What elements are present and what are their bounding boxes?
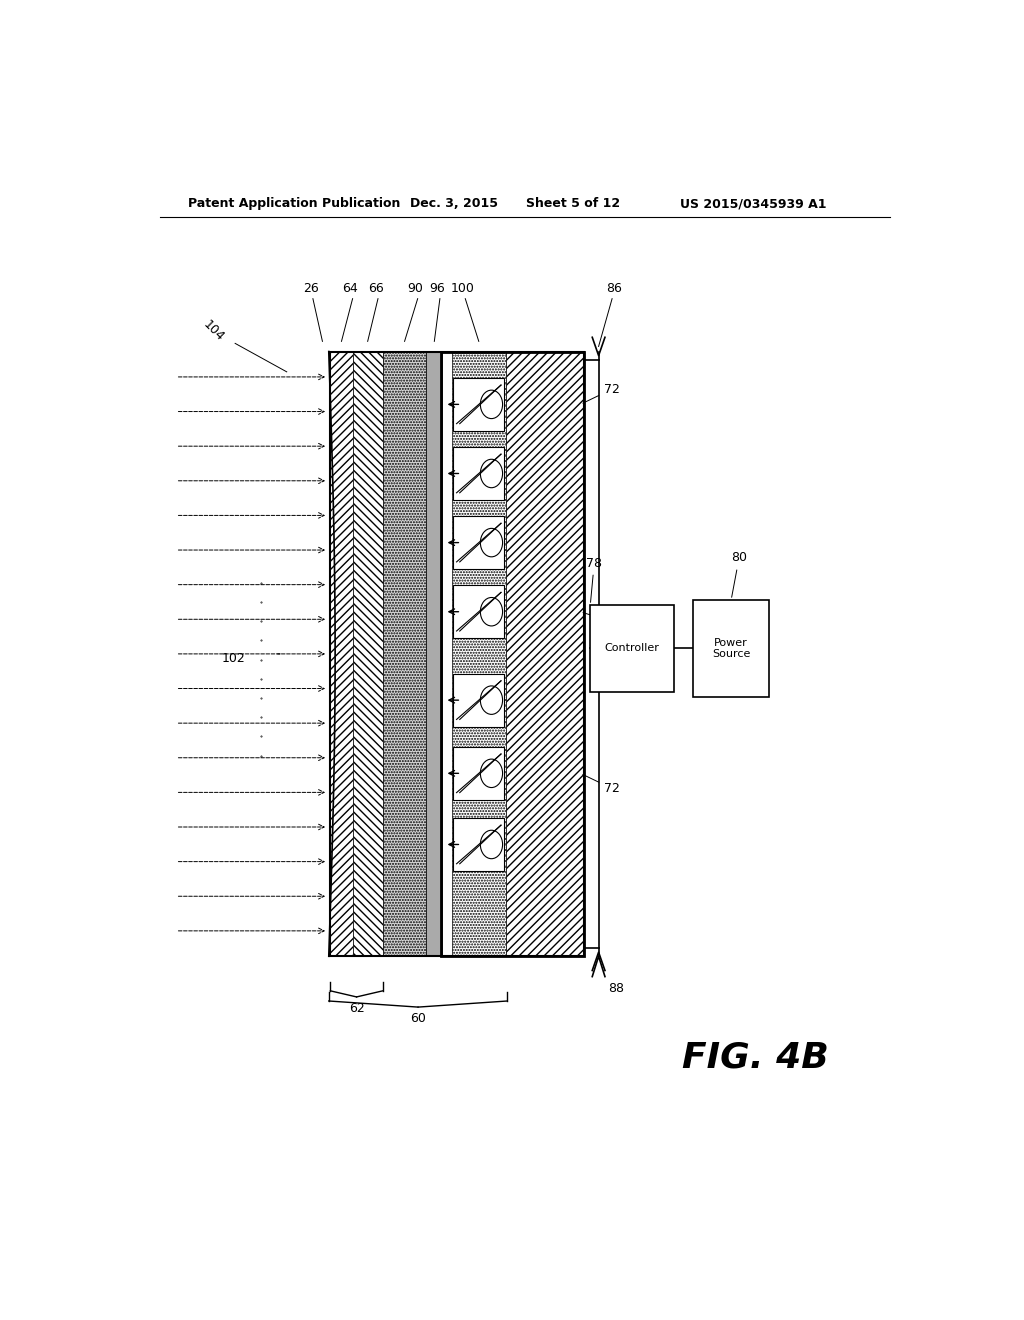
Bar (506, 351, 585, 956)
Circle shape (480, 459, 503, 487)
Text: 72: 72 (583, 383, 621, 403)
Text: Controller: Controller (604, 643, 659, 653)
Text: Patent Application Publication: Patent Application Publication (187, 197, 400, 210)
Text: 90: 90 (408, 281, 423, 294)
Text: 72: 72 (583, 775, 621, 795)
Text: Power
Source: Power Source (712, 638, 751, 659)
Text: 72: 72 (583, 612, 621, 628)
Bar (426, 351, 442, 956)
Text: 60: 60 (411, 1012, 426, 1026)
Bar (454, 585, 504, 638)
Circle shape (480, 686, 503, 714)
Text: Sheet 5 of 12: Sheet 5 of 12 (526, 197, 621, 210)
Text: 102: 102 (222, 652, 246, 665)
Text: 100: 100 (451, 281, 475, 294)
Bar (331, 351, 585, 956)
Text: 88: 88 (608, 982, 624, 995)
Bar (331, 351, 352, 956)
Text: 66: 66 (368, 281, 383, 294)
Text: 78: 78 (586, 557, 602, 602)
Bar (440, 351, 585, 956)
Text: 62: 62 (349, 1002, 365, 1015)
Circle shape (480, 830, 503, 859)
Bar (454, 818, 504, 871)
Bar (506, 351, 585, 956)
Bar (454, 378, 504, 430)
Text: 96: 96 (430, 281, 445, 294)
Text: US 2015/0345939 A1: US 2015/0345939 A1 (680, 197, 826, 210)
Text: 26: 26 (303, 281, 318, 294)
Circle shape (480, 598, 503, 626)
Text: 64: 64 (342, 281, 358, 294)
Bar (331, 351, 585, 956)
Bar (352, 351, 383, 956)
Bar (454, 747, 504, 800)
Bar (693, 601, 769, 697)
Circle shape (480, 759, 503, 788)
Text: Dec. 3, 2015: Dec. 3, 2015 (410, 197, 498, 210)
Bar (383, 351, 426, 956)
Bar (454, 516, 504, 569)
Bar (454, 447, 504, 500)
Bar (590, 605, 674, 692)
Text: 104: 104 (201, 318, 226, 345)
Text: 86: 86 (606, 281, 622, 294)
Bar (452, 351, 506, 956)
Text: FIG. 4B: FIG. 4B (682, 1041, 828, 1074)
Text: 80: 80 (731, 552, 748, 597)
Circle shape (480, 391, 503, 418)
Circle shape (480, 528, 503, 557)
Bar (454, 673, 504, 726)
